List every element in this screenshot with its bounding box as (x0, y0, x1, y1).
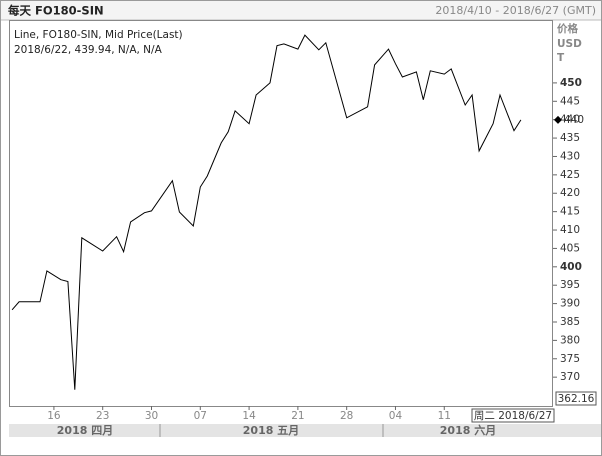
x-tick-label: 28 (340, 410, 353, 422)
price-line (11, 34, 522, 390)
chart-title: 每天 FO180-SIN (8, 4, 104, 18)
y-tick-label: 450 (560, 77, 582, 89)
x-tick-label: 16 (47, 410, 61, 422)
y-tick-label: 420 (560, 187, 580, 199)
y-tick-label: 370 (560, 371, 580, 383)
last-value-label: 440 (564, 114, 584, 126)
plot-area (9, 20, 553, 407)
x-tick-label: 14 (242, 410, 256, 422)
x-tick-label: 30 (145, 410, 158, 422)
y-tick-label: 385 (560, 316, 580, 328)
y-tick-label: 435 (560, 132, 580, 144)
y-tick-label: 380 (560, 334, 580, 346)
x-tick-label: 23 (96, 410, 109, 422)
x-tick-label: 21 (291, 410, 304, 422)
y-tick-label: 425 (560, 169, 580, 181)
y-tick-label: 405 (560, 242, 580, 254)
legend-line: Line, FO180-SIN, Mid Price(Last) (14, 29, 183, 41)
y-tick-label: 395 (560, 279, 580, 291)
y-tick-label: 375 (560, 353, 580, 365)
cursor-x-label: 周二 2018/6/27 (474, 410, 552, 422)
legend-line: 2018/6/22, 439.94, N/A, N/A (14, 44, 163, 56)
month-label: 2018 五月 (243, 424, 299, 437)
y-tick-label: 410 (560, 224, 580, 236)
y-tick-label: 400 (560, 261, 582, 273)
month-label: 2018 四月 (57, 424, 113, 437)
cursor-y-box (555, 391, 597, 406)
y-axis-label: 价格 (557, 22, 578, 35)
header-bar (1, 1, 601, 20)
y-axis-label: USD (557, 38, 582, 50)
y-tick-label: 430 (560, 150, 580, 162)
date-range: 2018/4/10 - 2018/6/27 (GMT) (435, 4, 596, 17)
y-tick-label: 415 (560, 206, 580, 218)
month-strip (9, 424, 601, 437)
month-label: 2018 六月 (440, 423, 496, 437)
last-value-marker (554, 115, 562, 124)
x-tick-label: 04 (389, 410, 403, 422)
y-tick-label: 440 (560, 114, 580, 126)
y-tick-label: 390 (560, 298, 580, 310)
cursor-x-box (471, 408, 555, 423)
x-tick-label: 07 (194, 410, 207, 422)
x-tick-label: 11 (438, 410, 451, 422)
y-axis-label: T (557, 52, 565, 64)
y-tick-label: 445 (560, 95, 580, 107)
cursor-y-label: 362.16 (558, 393, 595, 405)
